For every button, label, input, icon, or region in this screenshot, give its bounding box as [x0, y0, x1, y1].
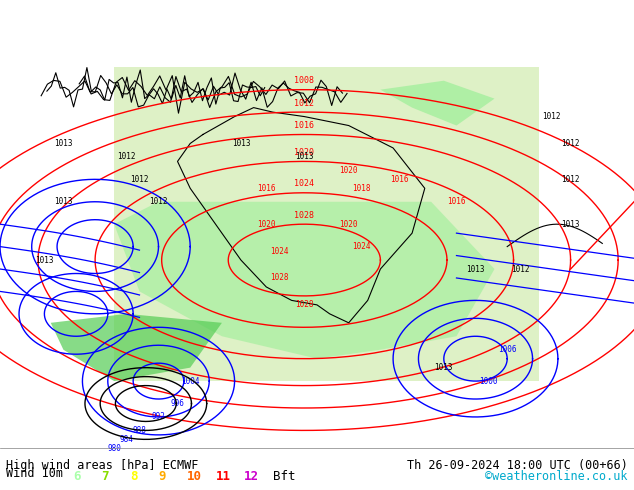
Text: 1016: 1016 — [447, 197, 466, 206]
Text: 1028: 1028 — [269, 273, 288, 282]
Text: 980: 980 — [107, 444, 121, 453]
Text: 1020: 1020 — [339, 166, 358, 175]
Text: 1018: 1018 — [352, 184, 371, 193]
Text: 1013: 1013 — [54, 139, 73, 148]
Text: 9: 9 — [158, 469, 166, 483]
Text: 1013: 1013 — [54, 197, 73, 206]
Polygon shape — [114, 67, 539, 381]
Text: 7: 7 — [101, 469, 109, 483]
Text: 1013: 1013 — [561, 220, 580, 229]
Text: 1013: 1013 — [295, 152, 314, 161]
Text: High wind areas [hPa] ECMWF: High wind areas [hPa] ECMWF — [6, 459, 198, 472]
Text: 1013: 1013 — [35, 256, 54, 265]
Text: 1020: 1020 — [339, 220, 358, 229]
Text: Th 26-09-2024 18:00 UTC (00+66): Th 26-09-2024 18:00 UTC (00+66) — [407, 459, 628, 472]
Text: 11: 11 — [216, 469, 231, 483]
Text: 1020: 1020 — [257, 220, 276, 229]
Text: 1020: 1020 — [294, 148, 314, 157]
Text: 1013: 1013 — [434, 363, 453, 372]
Text: 1028: 1028 — [295, 300, 314, 309]
Text: 988: 988 — [133, 426, 146, 435]
Text: 1024: 1024 — [294, 179, 314, 188]
Text: 1012: 1012 — [117, 152, 136, 161]
Text: Bft: Bft — [273, 469, 295, 483]
Text: 12: 12 — [244, 469, 259, 483]
Text: 992: 992 — [152, 413, 165, 421]
Text: 1012: 1012 — [561, 139, 580, 148]
Text: 1028: 1028 — [294, 211, 314, 220]
Text: 984: 984 — [120, 435, 134, 444]
Text: 10: 10 — [187, 469, 202, 483]
Text: 1012: 1012 — [542, 112, 561, 121]
Text: 1016: 1016 — [257, 184, 276, 193]
Text: 1016: 1016 — [294, 121, 314, 130]
Text: 1012: 1012 — [294, 98, 314, 108]
Text: ©weatheronline.co.uk: ©weatheronline.co.uk — [485, 469, 628, 483]
Text: 1013: 1013 — [466, 265, 485, 273]
Polygon shape — [114, 202, 495, 359]
Polygon shape — [51, 314, 222, 381]
Text: 1012: 1012 — [130, 175, 149, 184]
Text: 1012: 1012 — [149, 197, 168, 206]
Text: 1006: 1006 — [498, 345, 517, 354]
Text: 1012: 1012 — [510, 265, 529, 273]
Text: 1000: 1000 — [479, 377, 498, 386]
Text: 1024: 1024 — [269, 246, 288, 256]
Text: 996: 996 — [171, 399, 184, 408]
Text: 8: 8 — [130, 469, 138, 483]
Text: 1013: 1013 — [231, 139, 250, 148]
Polygon shape — [380, 81, 495, 125]
Text: Wind 10m: Wind 10m — [6, 466, 63, 480]
Text: 1004: 1004 — [181, 377, 200, 386]
Text: 1024: 1024 — [352, 242, 371, 251]
Text: 1008: 1008 — [294, 76, 314, 85]
Text: 6: 6 — [73, 469, 81, 483]
Text: 1012: 1012 — [561, 175, 580, 184]
Text: 1016: 1016 — [390, 175, 409, 184]
